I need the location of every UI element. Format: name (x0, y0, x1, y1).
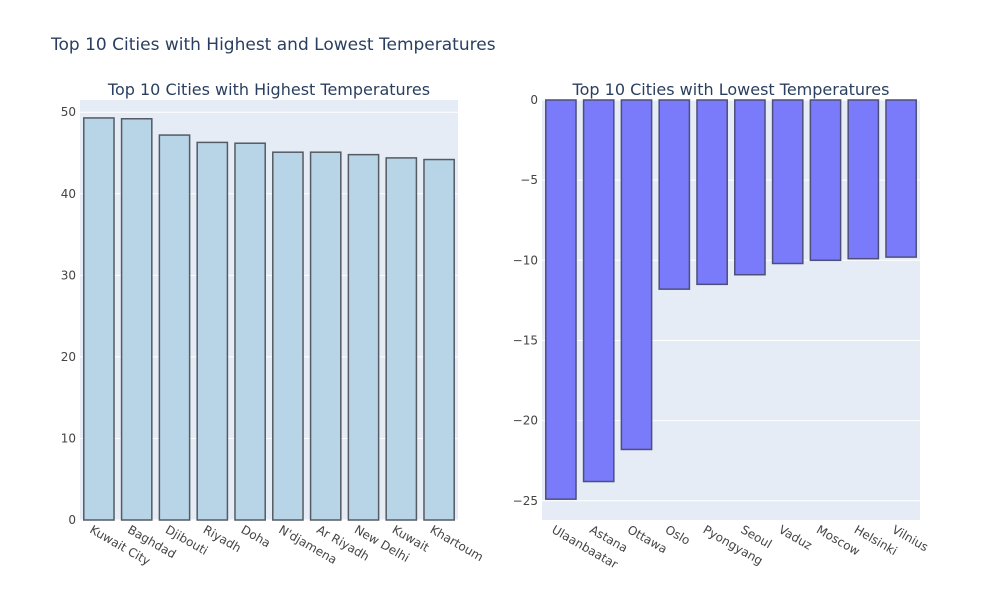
y-tick-label-lowest: 0 (530, 93, 538, 107)
y-tick-label-lowest: −20 (513, 414, 538, 428)
bar-lowest (809, 99, 842, 262)
bar-lowest (696, 99, 728, 286)
bar-highest (120, 118, 153, 521)
y-tick-label-highest: 10 (61, 431, 76, 445)
y-tick-label-highest: 20 (61, 350, 76, 364)
bar-lowest (582, 99, 615, 483)
chart-title-highest: Top 10 Cities with Highest Temperatures (107, 80, 430, 99)
y-tick-label-lowest: −15 (513, 333, 538, 347)
chart-title-lowest: Top 10 Cities with Lowest Temperatures (572, 80, 890, 99)
bar-lowest (847, 99, 880, 260)
panel-highest: Top 10 Cities with Highest Temperatures … (61, 80, 486, 568)
y-tick-label-highest: 50 (61, 105, 76, 119)
bar-lowest (658, 99, 691, 290)
bar-highest (309, 151, 342, 521)
bar-lowest (885, 99, 917, 258)
y-tick-label-lowest: −25 (513, 494, 538, 508)
bar-highest (347, 153, 380, 521)
panel-lowest: Top 10 Cities with Lowest Temperatures 0… (513, 80, 931, 572)
bar-lowest (771, 99, 804, 265)
y-tick-label-highest: 30 (61, 268, 76, 282)
bar-lowest (620, 99, 653, 451)
bar-highest (234, 142, 266, 521)
y-tick-label-lowest: −5 (520, 173, 538, 187)
y-tick-label-highest: 40 (61, 187, 76, 201)
bar-highest (385, 157, 418, 521)
bar-lowest (545, 99, 577, 500)
bar-highest (423, 158, 455, 521)
figure-title: Top 10 Cities with Highest and Lowest Te… (50, 35, 496, 55)
bar-highest (272, 151, 304, 521)
y-tick-label-highest: 0 (68, 513, 76, 527)
bar-highest (196, 141, 229, 521)
bar-highest (83, 117, 115, 521)
y-tick-label-lowest: −10 (513, 253, 538, 267)
bar-lowest (734, 99, 766, 276)
bar-highest (158, 134, 191, 521)
